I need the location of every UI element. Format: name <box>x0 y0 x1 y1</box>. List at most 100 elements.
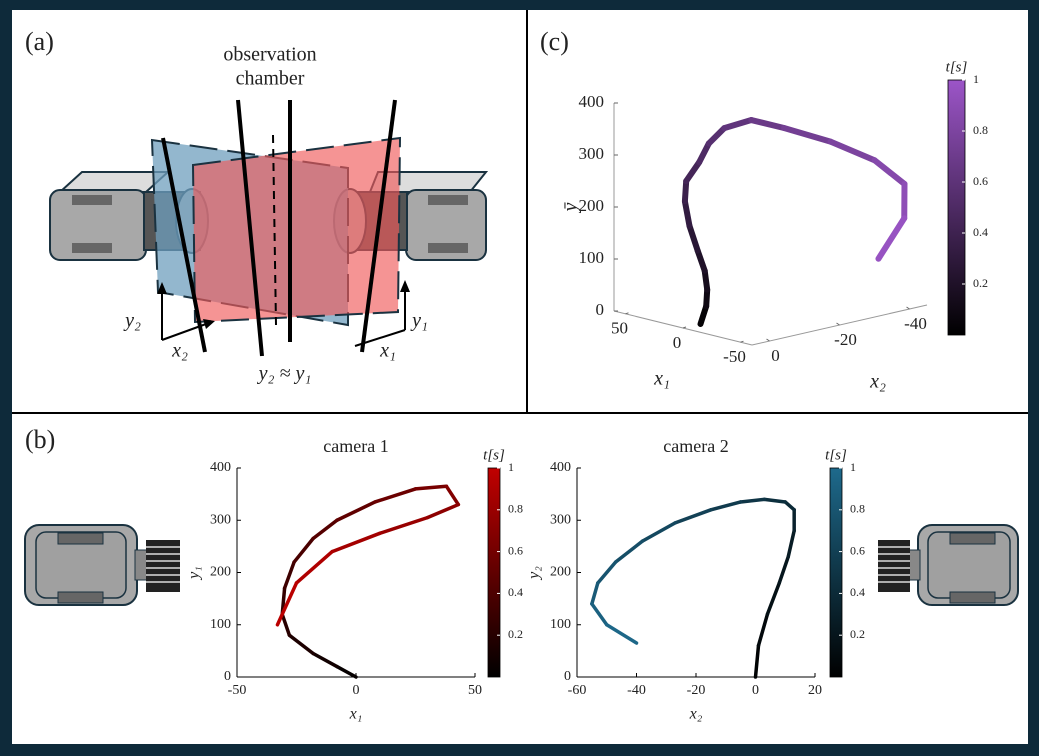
x2-tick-label: -40 <box>904 314 927 333</box>
colorbar-label: t[s] <box>946 59 968 75</box>
y-tick-label: 100 <box>210 617 231 632</box>
trajectory-segment <box>701 267 711 293</box>
x1-axis-label: x₁ <box>653 368 670 390</box>
colorbar-tick-label: 0.6 <box>508 543 523 557</box>
trajectory-segment <box>596 560 618 585</box>
colorbar-tick-label: 0.8 <box>973 123 988 137</box>
tick-mark <box>766 338 770 342</box>
trajectory-segment <box>287 633 315 656</box>
trajectory-segment <box>765 581 782 617</box>
camera-icon <box>878 524 1019 606</box>
trajectory-segment <box>871 157 908 188</box>
colorbar-tick-label: 1 <box>973 72 979 86</box>
colorbar-tick-label: 1 <box>508 460 514 474</box>
colorbar-tick-label: 0.2 <box>508 627 523 641</box>
trajectory-segment <box>425 502 461 520</box>
axis-label: y₂ ≈ y₁ <box>257 363 312 385</box>
setup-diagram <box>49 99 489 357</box>
colorbar-tick-label: 0.2 <box>850 627 865 641</box>
trajectory-segment <box>748 117 788 132</box>
trajectory-segment <box>282 560 296 590</box>
x1-tick-label: 50 <box>611 319 628 338</box>
colorbar-tick-label: 0.6 <box>850 543 865 557</box>
chamber-label: chamber <box>236 68 305 90</box>
colorbar <box>947 79 966 336</box>
y-tick-label: 400 <box>579 92 605 111</box>
trajectory-segment <box>378 515 430 536</box>
colorbar-tick-label: 0.4 <box>508 585 523 599</box>
trajectory-segment <box>777 555 790 585</box>
trajectory-segment <box>753 643 761 679</box>
trajectory-segment <box>335 500 377 522</box>
tick-mark <box>740 340 744 343</box>
x-tick-label: -20 <box>687 683 706 698</box>
trajectory-segment <box>827 138 878 164</box>
tick-mark <box>682 326 687 329</box>
colorbar-tick-label: 1 <box>850 460 856 474</box>
colorbar-tick-label: 0.4 <box>850 585 865 599</box>
x-tick-label: 0 <box>353 683 360 698</box>
trajectory-segment <box>613 539 645 564</box>
trajectory-segment <box>590 602 609 627</box>
y-tick-label: 0 <box>596 300 605 319</box>
trajectory-segment <box>640 521 677 543</box>
panel-label: (a) <box>25 27 54 56</box>
y-axis-label: y₁ <box>186 566 203 581</box>
trajectory-segment <box>696 140 712 166</box>
trajectory-segment <box>781 125 834 145</box>
trajectory-segment <box>330 531 382 554</box>
colorbar-tick-label: 0.2 <box>973 276 988 290</box>
x-tick-label: -40 <box>627 683 646 698</box>
x-axis-label: x₂ <box>689 706 703 723</box>
y-tick-label: 200 <box>550 565 571 580</box>
trajectory-segment <box>694 247 708 274</box>
trajectory-segment <box>280 612 292 637</box>
y-tick-label: 400 <box>550 460 571 475</box>
trajectory-segment <box>605 623 639 645</box>
y-tick-label: 200 <box>579 196 605 215</box>
y-axis-label: y₂ <box>526 566 543 581</box>
x1-tick-label: -50 <box>723 347 746 366</box>
colorbar <box>829 467 843 678</box>
chamber-label: observation <box>223 44 316 66</box>
trajectory-segment <box>783 500 796 512</box>
y-tick-label: 200 <box>210 565 231 580</box>
trajectory-segment <box>681 198 693 229</box>
tick-mark <box>906 306 910 310</box>
trajectory-segment <box>590 581 600 606</box>
colorbar-label: t[s] <box>825 447 847 463</box>
colorbar-tick-label: 0.6 <box>973 174 988 188</box>
trajectory-segment <box>311 518 339 541</box>
x-tick-label: 0 <box>752 683 759 698</box>
trajectory-segment <box>721 117 755 132</box>
tick-mark <box>625 312 629 315</box>
trajectory-segment <box>413 484 449 491</box>
chart-title: camera 2 <box>663 436 728 456</box>
trajectory-segment <box>294 549 334 585</box>
y-tick-label: 0 <box>224 669 231 684</box>
panel-label: (b) <box>25 425 55 454</box>
axis-label: y₂ <box>123 310 141 332</box>
trajectory-segment <box>697 303 710 327</box>
tick-mark <box>836 322 840 326</box>
colorbar-label: t[s] <box>483 447 505 463</box>
x-tick-label: -50 <box>228 683 247 698</box>
colorbar-tick-label: 0.8 <box>508 502 523 516</box>
trajectory-segment <box>875 215 908 262</box>
trajectory-segment <box>673 508 713 525</box>
colorbar-tick-label: 0.4 <box>973 225 988 239</box>
y-tick-label: 300 <box>550 512 571 527</box>
trajectory-segment <box>683 159 703 185</box>
figure-area <box>12 10 1028 744</box>
trajectory-segment <box>373 487 418 504</box>
trajectory-segment <box>705 125 728 147</box>
axis-label: x₂ <box>171 340 188 362</box>
axis-label: y₁ <box>410 310 428 332</box>
trajectory-segment <box>444 484 461 507</box>
y-tick-label: 400 <box>210 460 231 475</box>
axis-label: x₁ <box>379 340 396 362</box>
trajectory-segment <box>335 664 358 679</box>
trajectory-segment <box>311 651 339 669</box>
trajectory-segment <box>292 536 315 564</box>
